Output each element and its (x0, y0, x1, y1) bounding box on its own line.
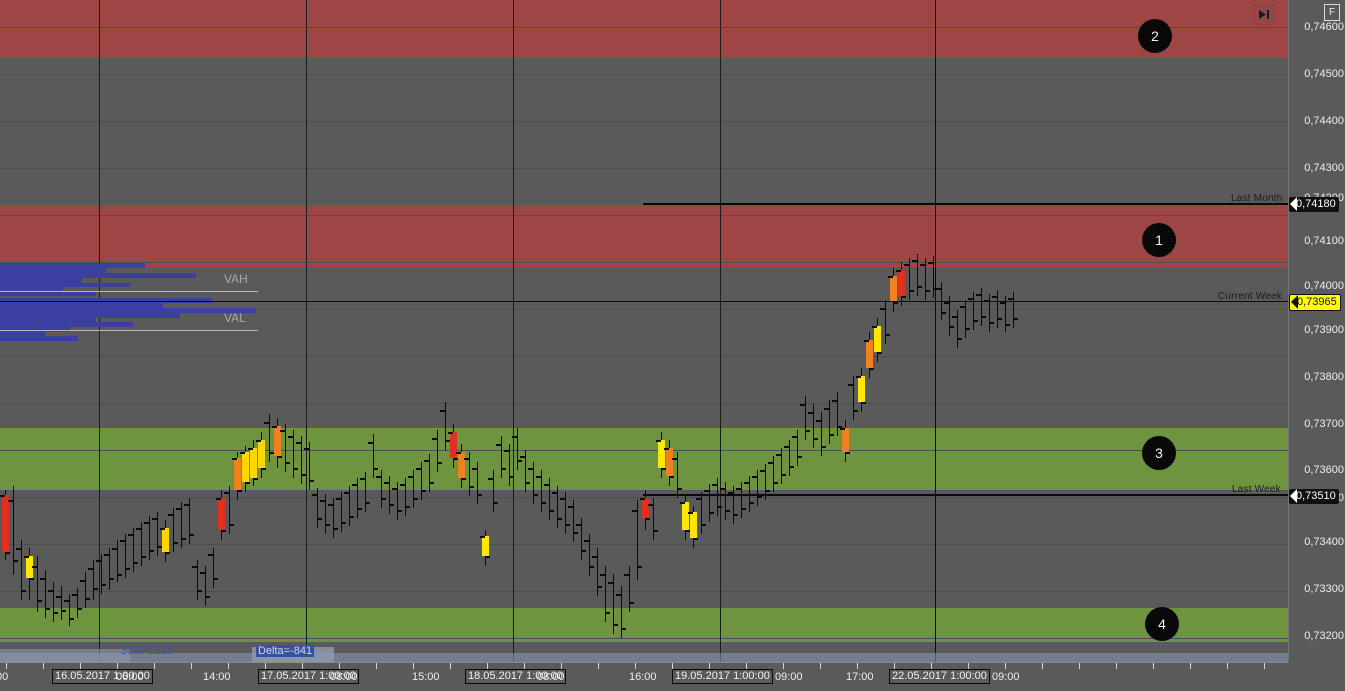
price-tick: 0,74000 (1304, 280, 1344, 292)
time-label: 14:00 (203, 671, 231, 683)
gridline-h (0, 309, 1288, 310)
val-label: VAL (224, 311, 246, 325)
gridline-h (0, 215, 1288, 216)
vp-bar (0, 336, 78, 341)
time-label: 08:00 (537, 671, 565, 683)
zone-marker-1[interactable]: 1 (1142, 223, 1176, 257)
gridline-h (0, 591, 1288, 592)
price-tick: 0,74300 (1304, 162, 1344, 174)
level-label-last-month: Last Month (1231, 193, 1283, 204)
time-date-box: 22.05.2017 1:00:00 (889, 669, 990, 684)
gridline-h (0, 638, 1288, 639)
price-tick: 0,74400 (1304, 115, 1344, 127)
time-date-box: 18.05.2017 1:00:00 (465, 669, 566, 684)
price-tick: 0,73700 (1304, 418, 1344, 430)
val-line (0, 330, 258, 331)
vp-bar (0, 322, 133, 327)
skip-to-end-icon[interactable] (1254, 4, 1274, 25)
vp-bar (0, 263, 145, 268)
zone-support-4[interactable] (0, 608, 1288, 642)
gridline-h (0, 262, 1288, 263)
gridline-v (513, 0, 514, 662)
gridline-v (99, 0, 100, 662)
vp-bar (0, 273, 196, 278)
vp-bar (0, 313, 180, 318)
zone-resistance-2[interactable] (0, 0, 1288, 58)
vp-bar (0, 298, 212, 303)
price-tick: 0,73400 (1304, 536, 1344, 548)
price-badge-last-week: 0,73510 (1289, 489, 1339, 504)
gridline-h (0, 74, 1288, 75)
price-badge-last-month: 0,74180 (1289, 197, 1339, 212)
level-line-last-month[interactable] (643, 203, 1288, 205)
price-tick: 0,73900 (1304, 324, 1344, 336)
delta-indicator-pane[interactable]: 3059 2218 Delta=-841 (0, 643, 1288, 662)
vah-label: VAH (224, 272, 248, 286)
gridline-h (0, 356, 1288, 357)
gridline-h (0, 403, 1288, 404)
zone-marker-3[interactable]: 3 (1142, 436, 1176, 470)
level-label-current-week: Current Week (1218, 291, 1282, 302)
level-line-last-week[interactable] (643, 494, 1288, 496)
crosshair-horizontal (0, 301, 1288, 302)
vp-bar (0, 283, 130, 287)
price-tick: 0,74500 (1304, 68, 1344, 80)
price-chart-plot[interactable]: VAH VAL Last Month Current Week Last Wee… (0, 0, 1288, 662)
gridline-v (306, 0, 307, 662)
vp-bar (0, 318, 96, 322)
time-label: 09:00 (775, 671, 803, 683)
gridline-h (0, 168, 1288, 169)
zone-support-3[interactable] (0, 428, 1288, 490)
price-tick: 0,74100 (1304, 235, 1344, 247)
vp-bar (0, 308, 256, 313)
vp-bar (0, 332, 45, 336)
vah-line (0, 291, 258, 292)
time-date-box: 19.05.2017 1:00:00 (672, 669, 773, 684)
price-badge-current: 0,73965 (1289, 294, 1341, 311)
time-date-box: 17.05.2017 1:00:00 (258, 669, 359, 684)
zone-marker-2[interactable]: 2 (1138, 19, 1172, 53)
vp-bar (0, 268, 106, 273)
price-axis[interactable]: 0,74600 0,74500 0,74400 0,74300 0,74200 … (1288, 0, 1345, 662)
fullscreen-toggle-button[interactable]: F (1324, 4, 1340, 21)
price-tick: 0,73800 (1304, 371, 1344, 383)
vp-bar (0, 287, 63, 292)
time-label: 00 (0, 671, 9, 683)
gridline-h (0, 27, 1288, 28)
indicator-values: 3059 2218 (121, 645, 173, 657)
indicator-bar (0, 653, 1288, 662)
time-axis[interactable]: 00 16.05.2017 1:00:00 06:00 14:00 17.05.… (0, 662, 1288, 691)
price-tick: 0,73600 (1304, 464, 1344, 476)
time-label: 16:00 (629, 671, 657, 683)
level-label-last-week: Last Week (1232, 484, 1281, 495)
indicator-bar (0, 649, 130, 662)
indicator-delta: Delta=-841 (256, 645, 315, 657)
time-date-box: 16.05.2017 1:00:00 (52, 669, 153, 684)
vp-bar (0, 303, 163, 308)
gridline-h (0, 450, 1288, 451)
crosshair-vertical (935, 0, 936, 662)
vp-bar (0, 292, 96, 296)
price-tick: 0,73200 (1304, 630, 1344, 642)
time-label: 15:00 (412, 671, 440, 683)
vp-bar (0, 278, 82, 283)
time-label: 09:00 (992, 671, 1020, 683)
gridline-h (0, 544, 1288, 545)
time-label: 08:00 (330, 671, 358, 683)
zone-marker-4[interactable]: 4 (1145, 607, 1179, 641)
price-tick: 0,73300 (1304, 583, 1344, 595)
gridline-h (0, 121, 1288, 122)
gridline-h (0, 497, 1288, 498)
price-tick: 0,74600 (1304, 21, 1344, 33)
time-label: 06:00 (116, 671, 144, 683)
gridline-v (720, 0, 721, 662)
vp-bar (0, 327, 70, 332)
time-label: 17:00 (846, 671, 874, 683)
